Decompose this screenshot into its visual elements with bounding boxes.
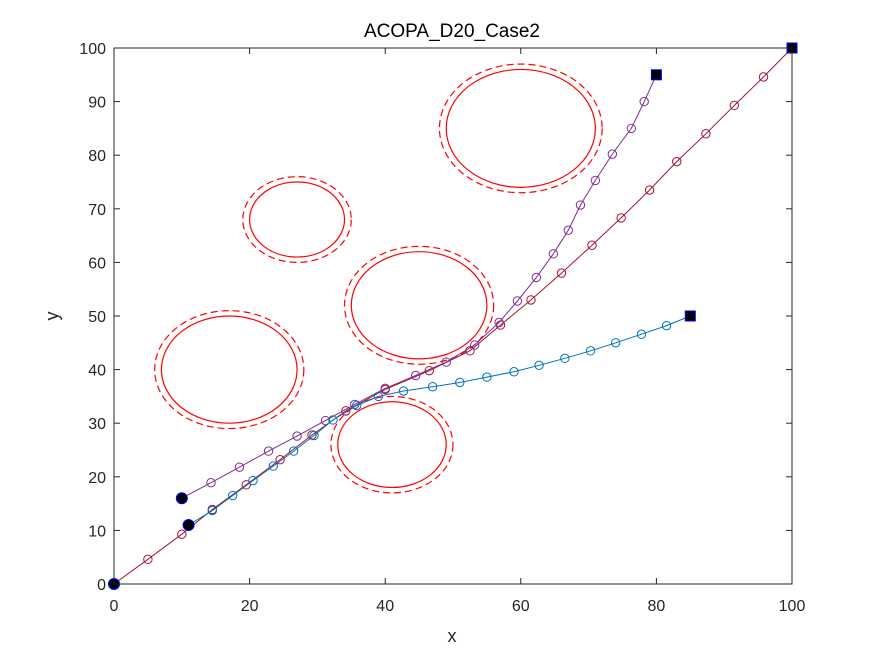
obstacle-2-safety-boundary <box>242 176 352 264</box>
path-1-point <box>758 72 769 82</box>
start-point-3 <box>182 519 195 532</box>
path-1-point <box>177 529 187 539</box>
path-1-point <box>616 213 626 223</box>
path-2-point <box>563 225 573 235</box>
y-tick-label: 40 <box>88 363 106 380</box>
path-2-point <box>626 123 637 134</box>
path-3-point <box>309 430 319 441</box>
y-tick-label: 20 <box>88 470 106 487</box>
path-1-point <box>526 295 536 305</box>
path-2-point <box>639 96 649 107</box>
obstacle-1 <box>160 315 298 424</box>
axes: 0 20 40 60 80 100 0 10 20 30 40 50 60 70 80 90 100 <box>79 41 805 615</box>
path-3-point <box>455 377 465 388</box>
y-tick-label: 60 <box>88 255 106 272</box>
y-tick-label: 70 <box>88 202 106 219</box>
y-tick-label: 100 <box>79 41 106 58</box>
x-tick-label: 0 <box>110 598 119 615</box>
path-3-point <box>661 320 672 331</box>
path-1-point <box>729 100 740 111</box>
x-tick-label: 80 <box>648 598 666 615</box>
end-point-3 <box>684 310 696 322</box>
path-2-point <box>441 357 451 367</box>
path-2-point <box>590 175 601 186</box>
path-3-point <box>611 338 621 348</box>
path-2-point <box>206 477 216 488</box>
path-2-point <box>411 370 421 381</box>
path-2-point <box>320 415 331 426</box>
path-1-point <box>672 156 682 167</box>
end-point-2 <box>650 69 662 81</box>
path-2-point <box>512 296 523 306</box>
obstacle-5 <box>445 68 596 188</box>
path-2-point <box>531 272 542 283</box>
start-point-2 <box>175 492 188 505</box>
obstacle-3-safety-boundary <box>343 245 495 365</box>
path-3-point <box>398 386 409 396</box>
path-3-point <box>207 505 218 516</box>
path-1-point <box>587 240 597 250</box>
path-3-point <box>268 461 279 471</box>
path-3-point <box>328 415 338 425</box>
path-3-point <box>227 490 238 501</box>
path-1-point <box>341 406 351 416</box>
path-2-line <box>181 74 657 499</box>
path-3-point <box>352 400 362 411</box>
path-2-point <box>380 383 390 394</box>
x-tick-label: 60 <box>512 598 530 615</box>
obstacle-3 <box>350 251 488 360</box>
path-2-point <box>575 200 586 210</box>
path-3-point <box>482 372 492 382</box>
path-3-point <box>560 353 570 364</box>
path-3-point <box>585 346 596 356</box>
path-3-point <box>288 446 299 456</box>
path-3-point <box>427 382 438 392</box>
path-2-point <box>469 340 480 350</box>
obstacle-5-safety-boundary <box>438 63 603 194</box>
path-3-point <box>534 360 544 371</box>
obstacle-1-safety-boundary <box>154 310 305 430</box>
x-tick-label: 40 <box>376 598 394 615</box>
path-1-point <box>241 480 251 490</box>
path-2-point <box>263 446 274 456</box>
obstacle-2 <box>249 181 346 258</box>
path-1-point <box>701 129 711 139</box>
y-tick-label: 50 <box>88 309 106 326</box>
y-tick-label: 90 <box>88 95 106 112</box>
path-1-point <box>644 185 655 195</box>
path-2-point <box>548 249 559 259</box>
path-3-point <box>248 475 258 486</box>
path-2-point <box>234 462 245 472</box>
path-1-point <box>143 554 153 565</box>
x-tick-label: 20 <box>241 598 259 615</box>
path-2-point <box>292 431 302 441</box>
path-1-point <box>424 365 434 376</box>
path-3-line <box>188 315 691 526</box>
y-tick-label: 30 <box>88 416 106 433</box>
y-tick-label: 80 <box>88 148 106 165</box>
obstacle-4 <box>337 401 447 489</box>
obstacle-4-safety-boundary <box>330 395 454 494</box>
chart-title: ACOPA_D20_Case2 <box>364 21 540 42</box>
path-3-point <box>373 391 384 402</box>
path-2-point <box>494 317 504 328</box>
path-2-point <box>607 149 618 159</box>
x-tick-label: 100 <box>779 598 806 615</box>
path-1-point <box>275 454 285 465</box>
path-3-point <box>636 329 647 339</box>
path-1-point <box>556 268 567 278</box>
y-axis-label: y <box>42 312 62 321</box>
y-tick-label: 10 <box>88 523 106 540</box>
y-tick-label: 0 <box>97 577 106 594</box>
x-axis-label: x <box>448 626 457 646</box>
path-1-line <box>113 47 793 585</box>
path-3-point <box>509 367 519 377</box>
